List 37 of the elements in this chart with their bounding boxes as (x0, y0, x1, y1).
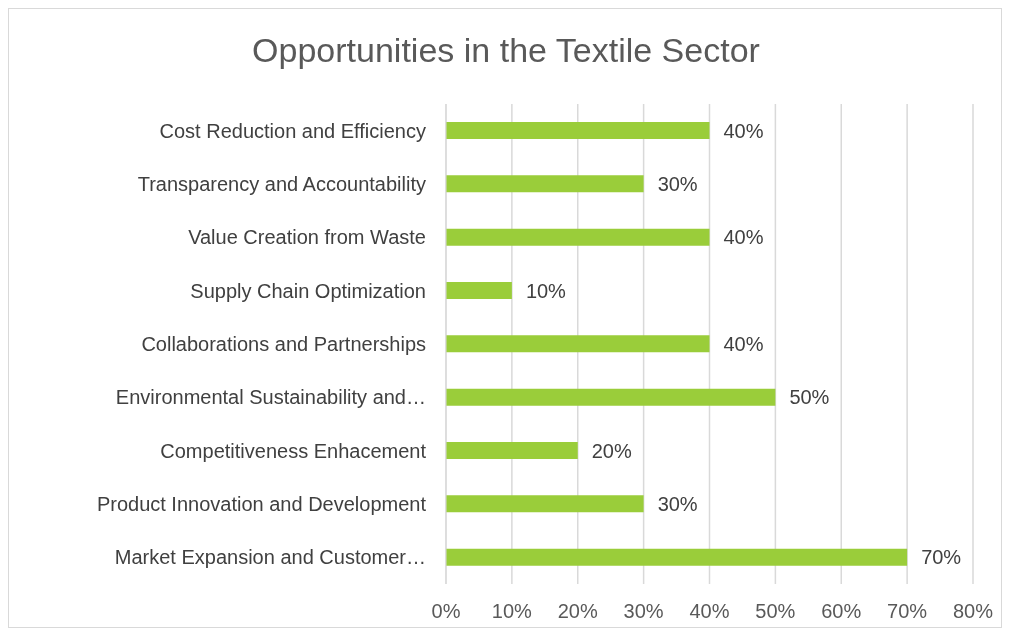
data-label: 20% (591, 439, 632, 462)
bar (446, 442, 578, 459)
bar (446, 388, 776, 406)
bar (446, 495, 644, 513)
bar (446, 122, 710, 139)
bar (446, 548, 908, 566)
data-label: 10% (525, 279, 567, 302)
bar (446, 335, 710, 353)
data-label: 70% (921, 546, 962, 569)
x-tick-label: 80% (952, 600, 994, 623)
y-tick-label: Collaborations and Partnerships (141, 333, 426, 356)
x-tick-label: 20% (557, 600, 598, 623)
x-tick-label: 60% (821, 600, 862, 623)
data-label: 40% (723, 332, 764, 355)
y-tick-label: Value Creation from Waste (188, 226, 426, 249)
bar (446, 228, 710, 246)
y-tick-label: Transparency and Accountability (137, 173, 426, 196)
x-tick-label: 10% (491, 600, 533, 623)
y-tick-label: Cost Reduction and Efficiency (159, 119, 426, 142)
data-label: 50% (789, 386, 830, 409)
x-tick-label: 40% (689, 600, 730, 623)
data-label: 40% (723, 119, 764, 142)
x-tick-label: 50% (755, 600, 796, 623)
chart-title: Opportunities in the Textile Sector (251, 31, 761, 70)
y-tick-label: Environmental Sustainability and… (115, 386, 426, 409)
bar (446, 282, 512, 299)
x-tick-label: 0% (431, 600, 461, 623)
data-label: 40% (723, 226, 764, 249)
y-tick-label: Competitiveness Enhacement (160, 439, 427, 462)
x-tick-label: 70% (887, 600, 928, 623)
bar (446, 175, 644, 193)
y-tick-label: Supply Chain Optimization (190, 279, 426, 302)
x-tick-label: 30% (623, 600, 664, 623)
y-tick-label: Product Innovation and Development (96, 493, 427, 516)
data-label: 30% (657, 492, 698, 515)
y-tick-label: Market Expansion and Customer… (114, 546, 426, 569)
data-label: 30% (657, 172, 698, 195)
